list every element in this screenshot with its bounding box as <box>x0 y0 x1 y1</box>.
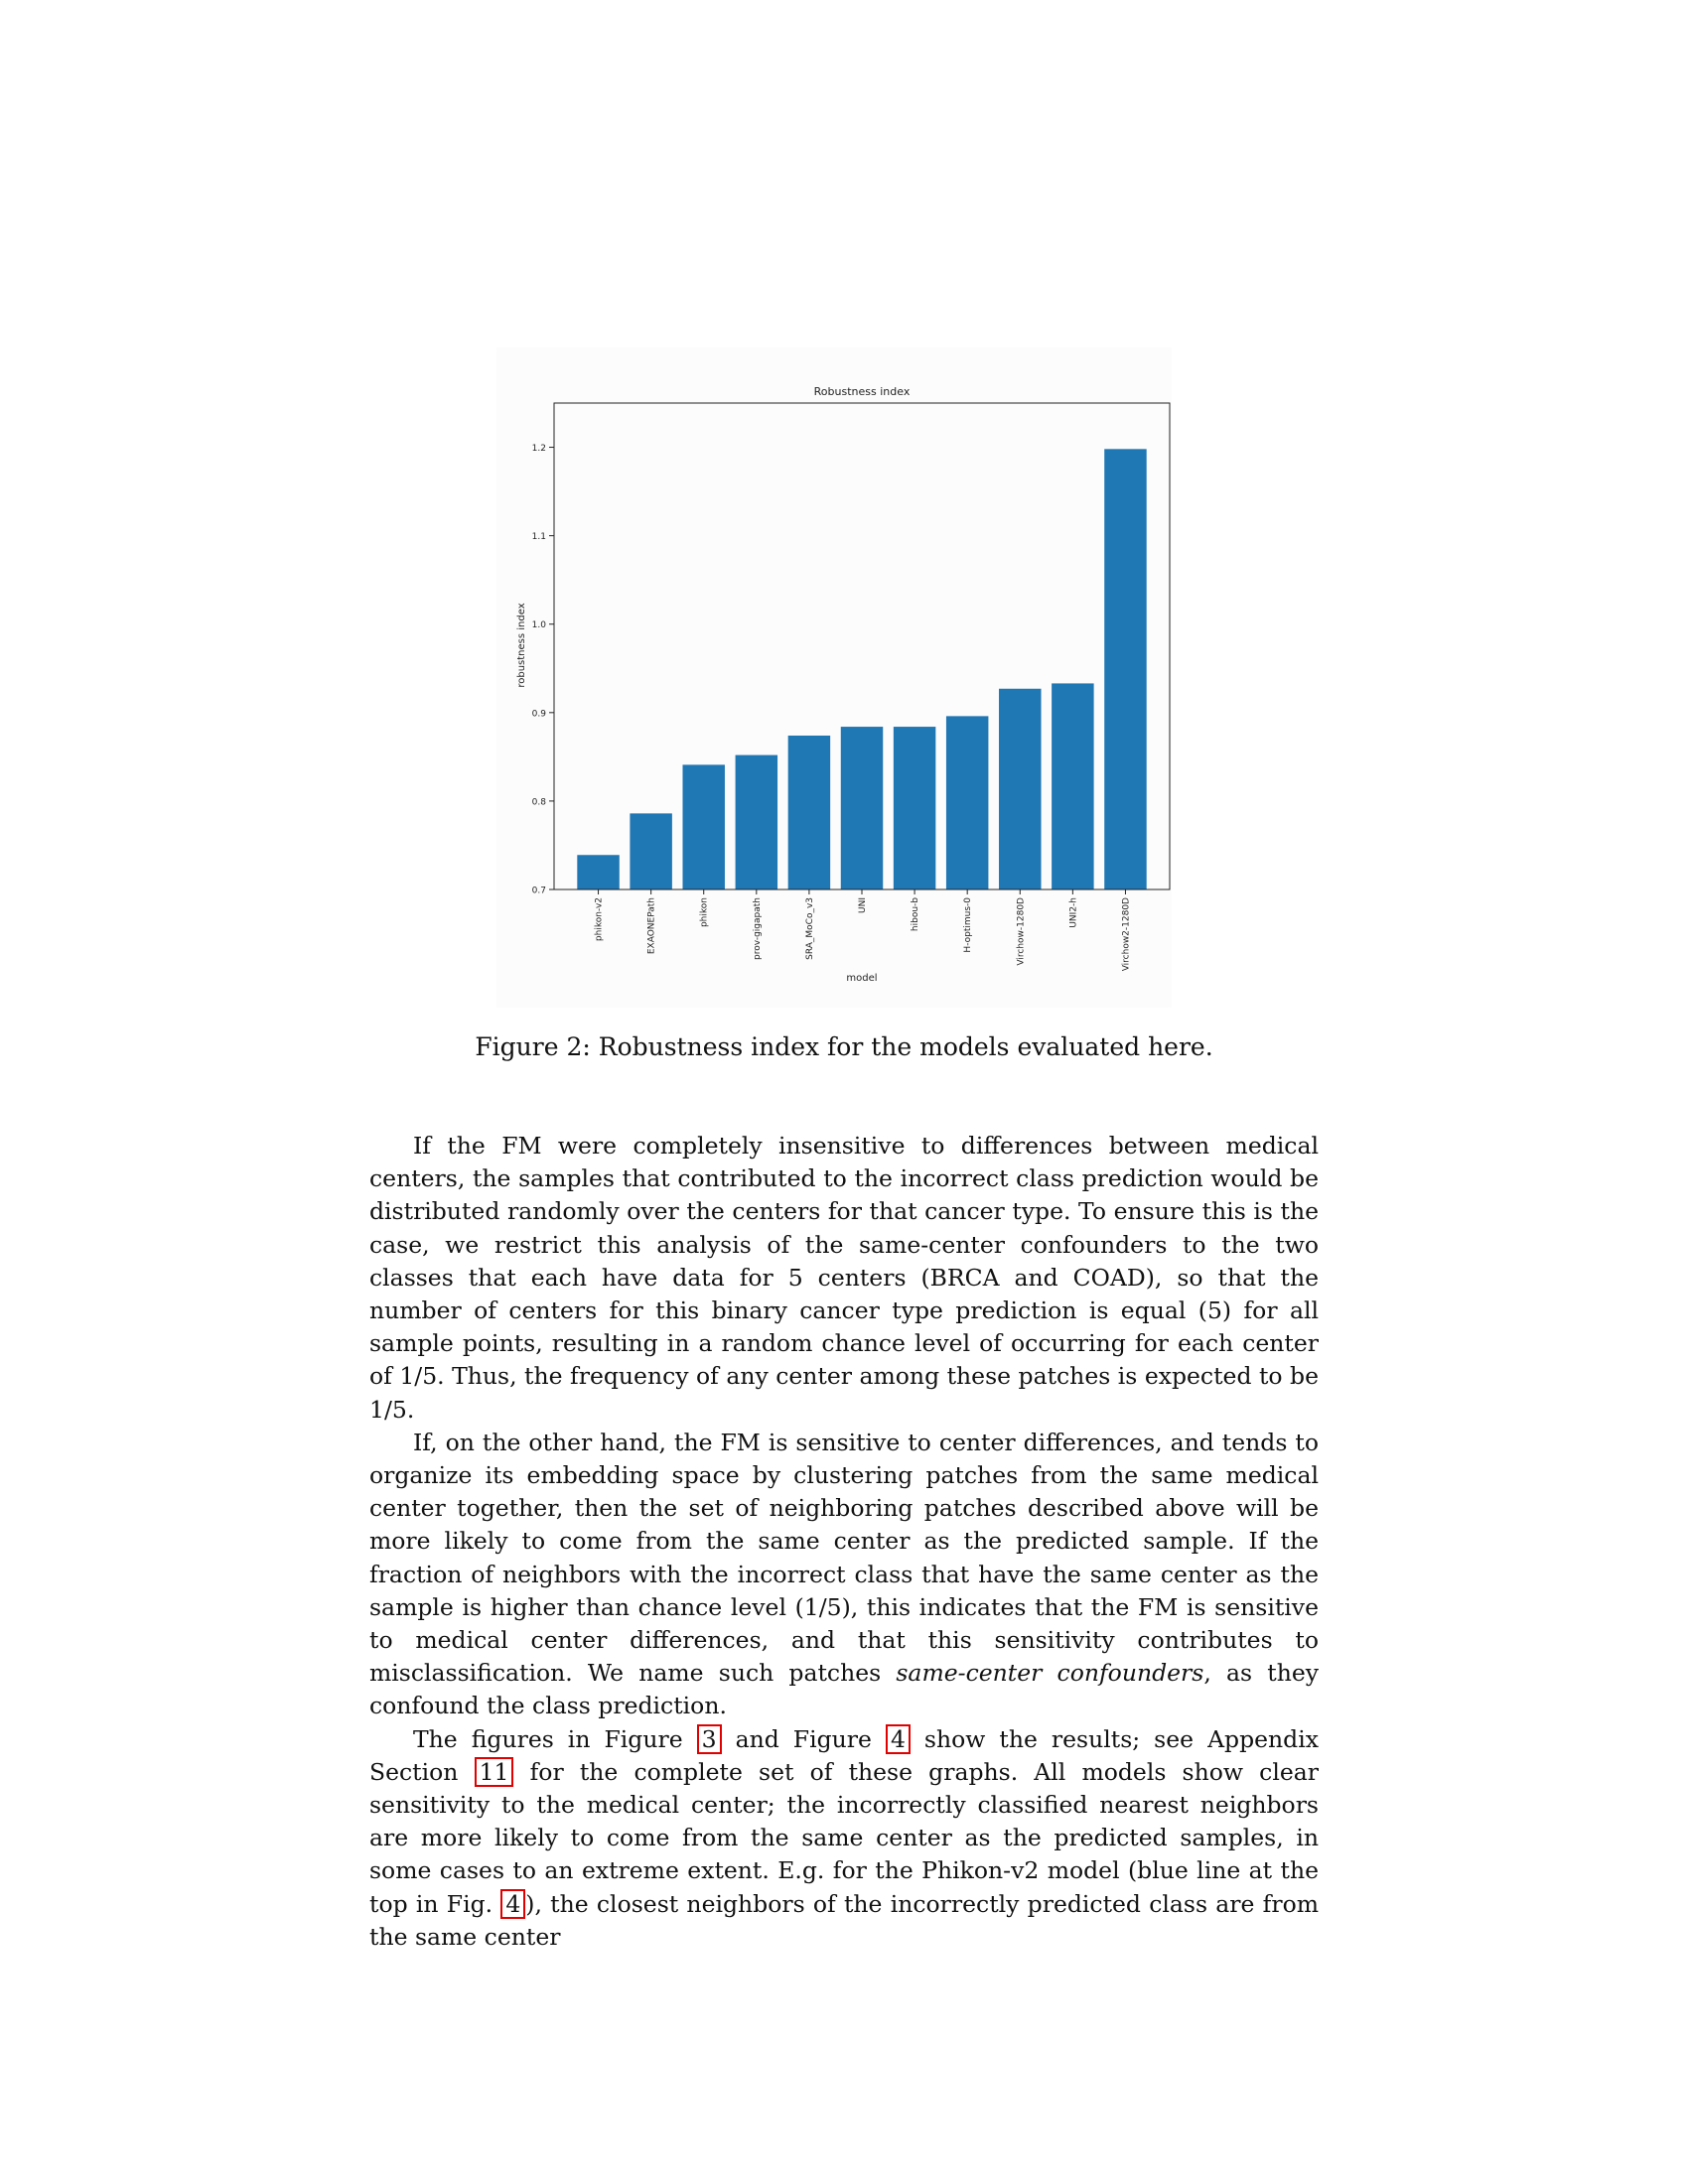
x-tick-label: UNI <box>858 897 868 913</box>
bars <box>577 449 1147 889</box>
y-axis-label: robustness index <box>516 603 527 687</box>
paragraph-3-text-d: for the complete set of these graphs. Al… <box>369 1757 1319 1918</box>
x-tick-label: UNI2-h <box>1068 897 1078 928</box>
y-tick-label: 1.0 <box>532 620 547 630</box>
bar-phikon <box>682 764 725 889</box>
bar-prov-gigapath <box>735 754 778 889</box>
y-axis: 0.7 0.8 0.9 1.0 1.1 1.2 <box>532 444 554 896</box>
section-11-link[interactable]: 11 <box>474 1756 514 1787</box>
chart-title: Robustness index <box>814 385 911 398</box>
paragraph-3-text-a: The figures in Figure <box>413 1724 697 1753</box>
paragraph-2: If, on the other hand, the FM is sensiti… <box>369 1427 1319 1723</box>
y-tick-label: 0.7 <box>532 887 546 896</box>
bar-UNI2-h <box>1052 683 1094 889</box>
x-tick-label: phikon <box>700 897 710 927</box>
paragraph-2-text-b: , as they confound the class prediction. <box>369 1659 1320 1720</box>
x-tick-label: Virchow-1280D <box>1016 897 1026 966</box>
robustness-bar-chart: Robustness index 0.7 0.8 0.9 1.0 1.1 1.2 phik… <box>516 385 1171 984</box>
figure-4-link-second[interactable]: 4 <box>500 1888 526 1919</box>
term-same-center-confounders: same-center confounders <box>896 1659 1204 1688</box>
y-tick-label: 1.1 <box>532 532 546 542</box>
bar-Virchow2-1280D <box>1104 449 1147 889</box>
x-tick-label: hibou-b <box>911 897 920 931</box>
bar-H-optimus-0 <box>945 716 989 889</box>
figure-3-link[interactable]: 3 <box>696 1723 722 1754</box>
paragraph-2-text-a: If, on the other hand, the FM is sensiti… <box>369 1428 1319 1688</box>
bar-hibou-b <box>893 727 936 889</box>
x-tick-label: EXAONEPath <box>647 897 657 954</box>
body-text: If the FM were completely insensitive to… <box>369 1130 1319 1954</box>
x-tick-label: prov-gigapath <box>753 897 763 960</box>
plot-frame <box>553 402 1171 890</box>
y-tick-label: 0.9 <box>532 709 547 719</box>
bar-UNI <box>840 727 884 889</box>
figure-2: Robustness index 0.7 0.8 0.9 1.0 1.1 1.2 phik… <box>496 347 1172 1008</box>
bar-EXAONEPath <box>630 813 672 889</box>
paragraph-3-text-b: and Figure <box>721 1724 886 1753</box>
x-axis-label: model <box>846 973 877 984</box>
y-tick-label: 1.2 <box>532 444 546 454</box>
x-tick-label: SRA_MoCo_v3 <box>805 897 815 960</box>
x-tick-label: phikon-v2 <box>595 897 605 941</box>
x-tick-label: Virchow2-1280D <box>1121 897 1131 971</box>
paragraph-3: The figures in Figure 3 and Figure 4 sho… <box>369 1723 1319 1954</box>
x-axis: phikon-v2 EXAONEPath phikon prov-gigapath SR… <box>595 889 1131 971</box>
bar-Virchow-1280D <box>999 688 1042 889</box>
figure-4-link[interactable]: 4 <box>885 1723 911 1754</box>
bar-phikon-v2 <box>577 855 620 889</box>
bar-SRA_MoCo_v3 <box>787 735 831 889</box>
figure-caption: Figure 2: Robustness index for the model… <box>475 1032 1213 1061</box>
paragraph-3-text-c: show the results; see Appendix Section <box>369 1724 1319 1786</box>
y-tick-label: 0.8 <box>532 797 547 807</box>
paragraph-1: If the FM were completely insensitive to… <box>369 1132 1319 1424</box>
paragraph-3-text-e: ), the closest neighbors of the incorrec… <box>369 1889 1320 1951</box>
x-tick-label: H-optimus-0 <box>963 897 973 953</box>
